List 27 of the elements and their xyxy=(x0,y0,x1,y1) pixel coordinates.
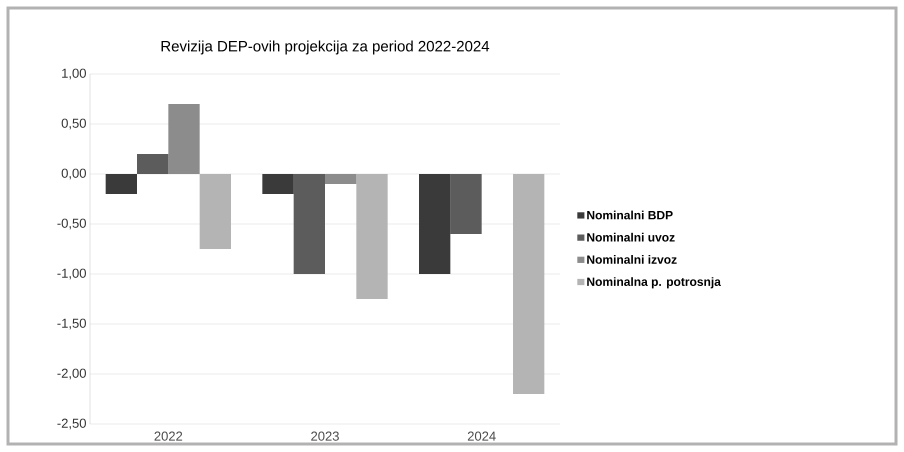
bar xyxy=(419,174,450,274)
legend-label: Nominalni BDP xyxy=(587,210,673,220)
bar xyxy=(450,174,482,234)
y-tick-label: -2,00 xyxy=(57,368,86,380)
chart-title: Revizija DEP-ovih projekcija za period 2022-2024 xyxy=(162,40,490,54)
x-tick-label: 2024 xyxy=(468,432,496,441)
y-tick-label: -0,50 xyxy=(57,218,86,230)
bar xyxy=(294,174,326,274)
y-tick-label: -1,00 xyxy=(57,268,86,280)
bar xyxy=(106,174,137,194)
y-tick-label: 0,50 xyxy=(62,118,86,130)
y-tick-label: -2,50 xyxy=(57,418,86,430)
legend-label: Nominalni izvoz xyxy=(587,255,677,264)
bar xyxy=(356,174,388,299)
bar xyxy=(262,174,294,194)
legend-label: Nominalni uvoz xyxy=(587,232,675,242)
x-tick-label: 2022 xyxy=(154,432,182,441)
y-tick-label: -1,50 xyxy=(57,318,86,330)
y-tick-label: 0,00 xyxy=(62,168,86,180)
x-tick-label: 2023 xyxy=(311,432,339,441)
y-tick-label: 1,00 xyxy=(62,68,86,80)
bar xyxy=(200,174,232,249)
bar xyxy=(325,174,356,184)
bar xyxy=(137,154,168,174)
bar xyxy=(168,104,200,174)
legend-label: Nominalna p. potrosnja xyxy=(587,277,721,288)
bar xyxy=(513,174,544,394)
